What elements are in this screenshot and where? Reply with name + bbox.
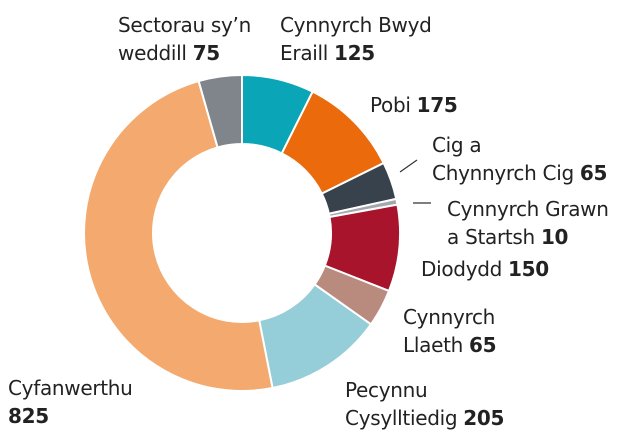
segment-label: Pobi xyxy=(370,93,411,117)
value-label: 10 xyxy=(541,225,568,249)
label-line: Chynnyrch Cig xyxy=(426,161,574,185)
value-label: 825 xyxy=(8,404,49,428)
label-line: Eraill xyxy=(274,41,328,65)
value-label: 125 xyxy=(334,41,375,65)
label-line: Cynnyrch Grawn xyxy=(447,197,609,221)
donut-segment xyxy=(197,73,243,149)
label-line: a Startsh xyxy=(441,225,535,249)
segment-label: Cig a Chynnyrch Cig xyxy=(426,133,574,185)
value-label: 150 xyxy=(508,257,549,281)
label-line: Cyfanwerthu xyxy=(8,376,133,400)
value-label: 175 xyxy=(417,93,458,117)
label-line: Diodydd xyxy=(421,257,502,281)
segment-label: Sectorau sy’n weddill xyxy=(112,13,251,65)
label-line: Cig a xyxy=(432,133,481,157)
value-label: 65 xyxy=(469,333,496,357)
value-label: 65 xyxy=(580,161,607,185)
label-line: Sectorau sy’n xyxy=(118,13,251,37)
value-label: 75 xyxy=(193,41,220,65)
segment-label: Pecynnu Cysylltiedig xyxy=(339,378,457,430)
label-line: Cynnyrch Bwyd xyxy=(280,13,432,37)
value-label: 205 xyxy=(463,406,504,430)
donut-segment xyxy=(83,79,274,392)
segment-label: Cynnyrch Llaeth xyxy=(397,305,495,357)
label-line: Pecynnu xyxy=(345,378,427,402)
segment-label: Cynnyrch Grawn a Startsh xyxy=(441,197,609,249)
segment-label: Cyfanwerthu xyxy=(8,376,133,400)
segment-label: Diodydd xyxy=(421,257,502,281)
label-line: Cynnyrch xyxy=(403,305,495,329)
label-line: Cysylltiedig xyxy=(339,406,457,430)
label-line: Llaeth xyxy=(397,333,463,357)
leader-line xyxy=(399,159,418,173)
segment-label: Cynnyrch Bwyd Eraill xyxy=(274,13,432,65)
label-line: Pobi xyxy=(370,93,411,117)
label-line: weddill xyxy=(112,41,187,65)
